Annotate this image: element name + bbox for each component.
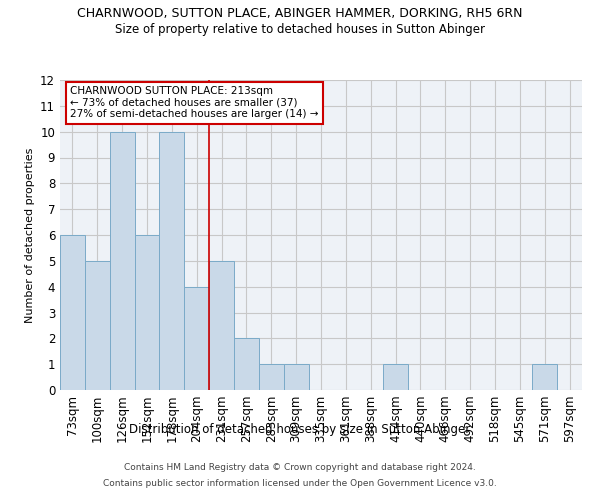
- Y-axis label: Number of detached properties: Number of detached properties: [25, 148, 35, 322]
- Bar: [110, 132, 134, 390]
- Text: Contains HM Land Registry data © Crown copyright and database right 2024.: Contains HM Land Registry data © Crown c…: [124, 464, 476, 472]
- Bar: [184, 286, 209, 390]
- Text: Distribution of detached houses by size in Sutton Abinger: Distribution of detached houses by size …: [130, 422, 470, 436]
- Bar: [60, 235, 85, 390]
- Bar: [209, 261, 234, 390]
- Bar: [284, 364, 308, 390]
- Text: Size of property relative to detached houses in Sutton Abinger: Size of property relative to detached ho…: [115, 22, 485, 36]
- Bar: [383, 364, 408, 390]
- Text: CHARNWOOD SUTTON PLACE: 213sqm
← 73% of detached houses are smaller (37)
27% of : CHARNWOOD SUTTON PLACE: 213sqm ← 73% of …: [70, 86, 319, 120]
- Bar: [234, 338, 259, 390]
- Bar: [134, 235, 160, 390]
- Bar: [532, 364, 557, 390]
- Bar: [160, 132, 184, 390]
- Bar: [85, 261, 110, 390]
- Bar: [259, 364, 284, 390]
- Text: Contains public sector information licensed under the Open Government Licence v3: Contains public sector information licen…: [103, 478, 497, 488]
- Text: CHARNWOOD, SUTTON PLACE, ABINGER HAMMER, DORKING, RH5 6RN: CHARNWOOD, SUTTON PLACE, ABINGER HAMMER,…: [77, 8, 523, 20]
